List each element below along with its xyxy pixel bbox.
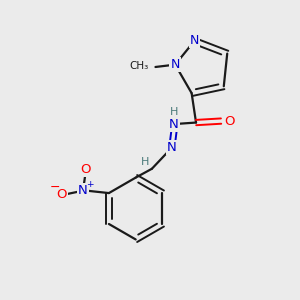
Text: +: + <box>86 180 93 189</box>
Text: N: N <box>167 141 177 154</box>
Text: O: O <box>81 163 91 176</box>
Text: N: N <box>169 118 178 130</box>
Text: N: N <box>170 58 180 71</box>
Text: N: N <box>78 184 88 197</box>
Text: H: H <box>141 157 150 167</box>
Text: CH₃: CH₃ <box>129 61 149 71</box>
Text: −: − <box>50 181 61 194</box>
Text: N: N <box>190 34 199 47</box>
Text: O: O <box>224 115 235 128</box>
Text: O: O <box>56 188 67 201</box>
Text: H: H <box>169 107 178 117</box>
